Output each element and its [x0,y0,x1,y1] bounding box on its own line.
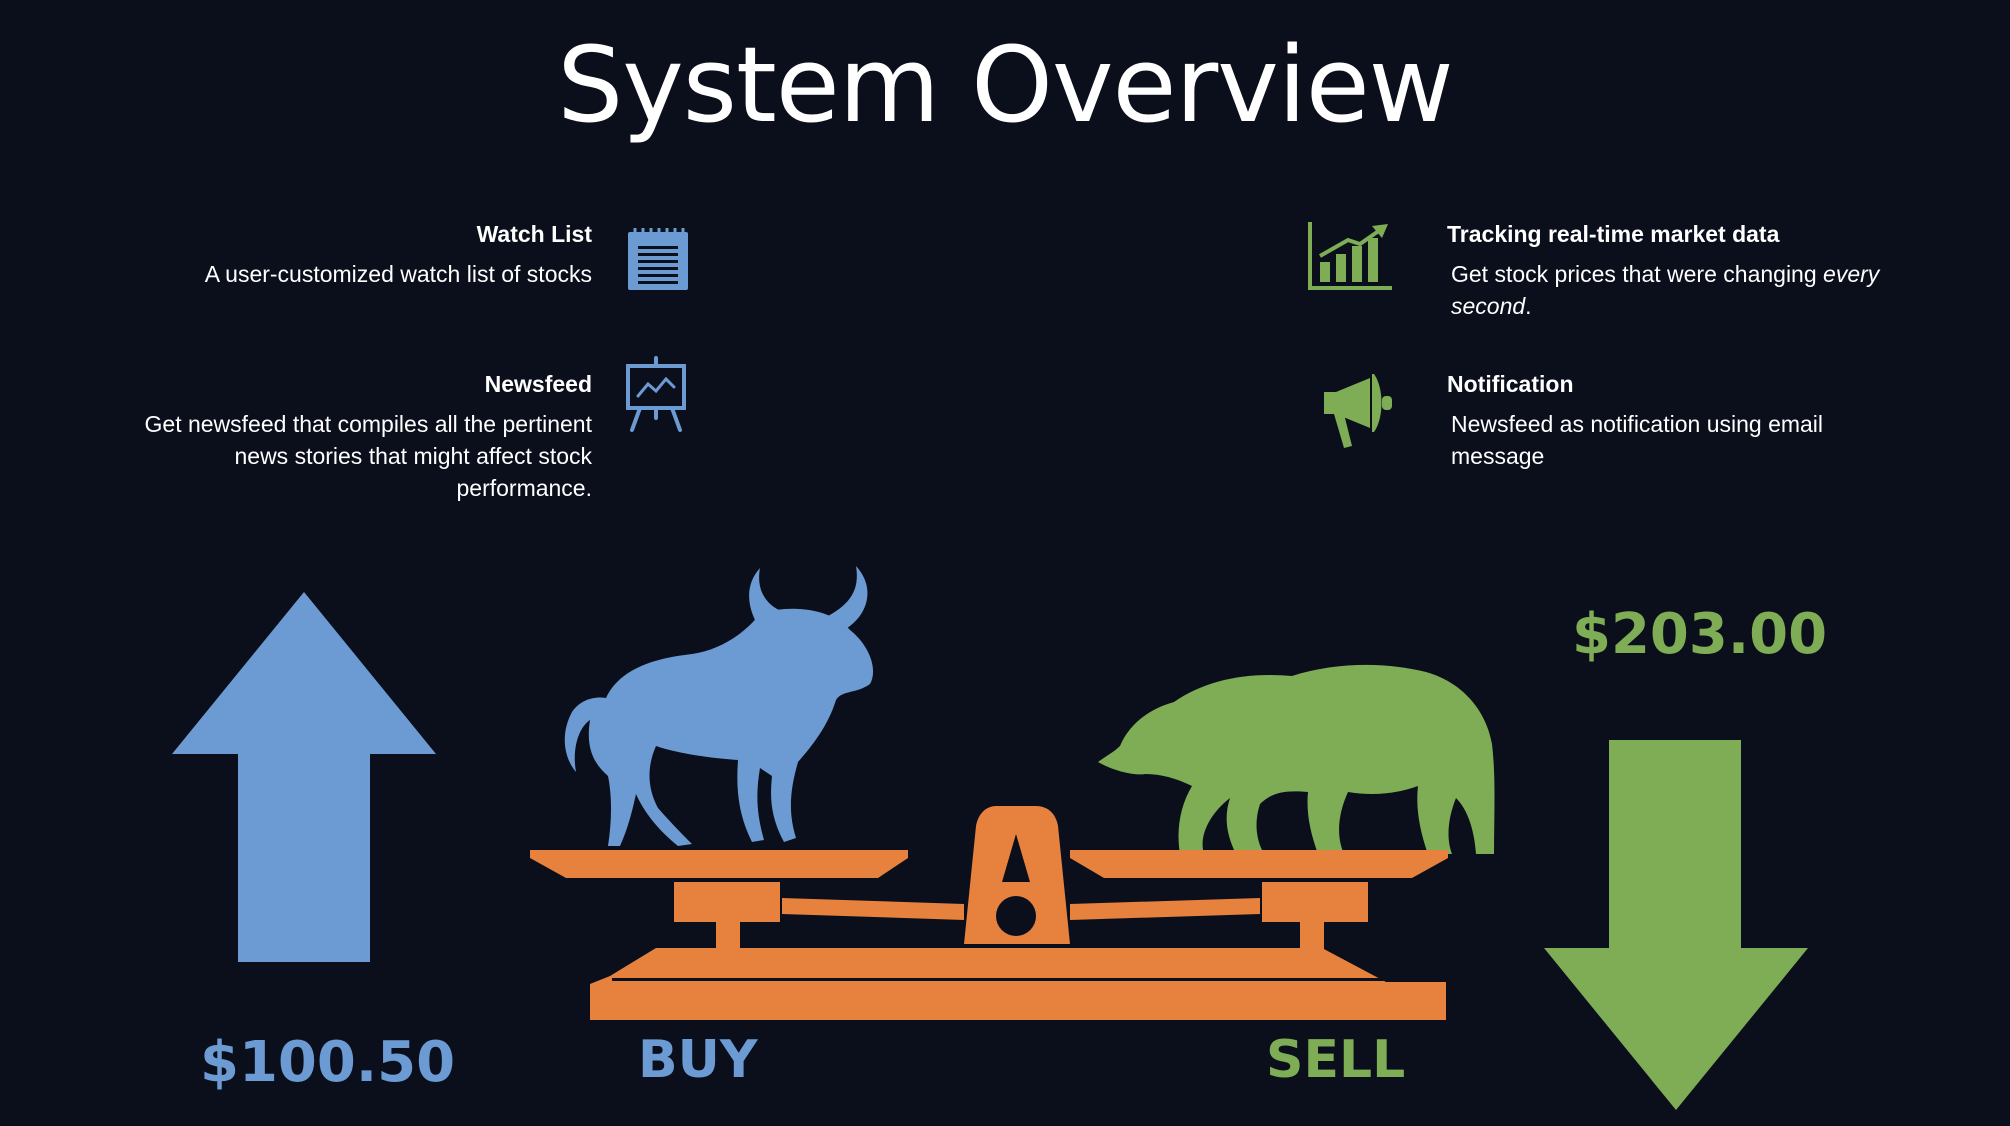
feature-title: Watch List [476,221,592,247]
feature-description: Get stock prices that were changing ever… [1447,258,1927,322]
notepad-icon [626,224,690,292]
feature-title: Notification [1447,371,1574,397]
feature-title: Tracking real-time market data [1447,221,1780,247]
description-emphasis: every [1823,261,1880,287]
presentation-board-icon [624,356,688,434]
description-line: Get newsfeed that compiles all the perti… [144,411,592,437]
sell-price: $203.00 [1572,602,1828,667]
description-line: performance. [456,475,592,501]
description-line: Newsfeed as notification using email [1451,411,1824,437]
feature-title: Newsfeed [484,371,592,397]
feature-watch-list: Watch List A user-customized watch list … [100,218,592,290]
bear-icon [1096,658,1496,858]
description-emphasis: second [1451,293,1526,319]
bar-chart-growth-icon [1308,222,1392,292]
megaphone-icon [1322,374,1394,450]
feature-notification: Notification Newsfeed as notification us… [1447,368,1927,472]
buy-price: $100.50 [200,1030,456,1095]
description-line: message [1451,443,1545,469]
description-text: Get stock prices that were changing [1451,261,1824,287]
feature-newsfeed: Newsfeed Get newsfeed that compiles all … [80,368,592,504]
down-arrow-icon [1544,740,1808,1110]
up-arrow-icon [172,592,436,962]
feature-description: Get newsfeed that compiles all the perti… [80,408,592,504]
buy-label: BUY [638,1030,758,1090]
description-text: . [1525,293,1532,319]
balance-scale-icon [526,806,1452,1026]
feature-tracking: Tracking real-time market data Get stock… [1447,218,1927,322]
description-line: news stories that might affect stock [234,443,592,469]
feature-description: Newsfeed as notification using email mes… [1447,408,1927,472]
page-title: System Overview [557,24,1454,146]
sell-label: SELL [1266,1030,1406,1090]
bull-icon [560,550,900,852]
feature-description: A user-customized watch list of stocks [204,261,592,287]
